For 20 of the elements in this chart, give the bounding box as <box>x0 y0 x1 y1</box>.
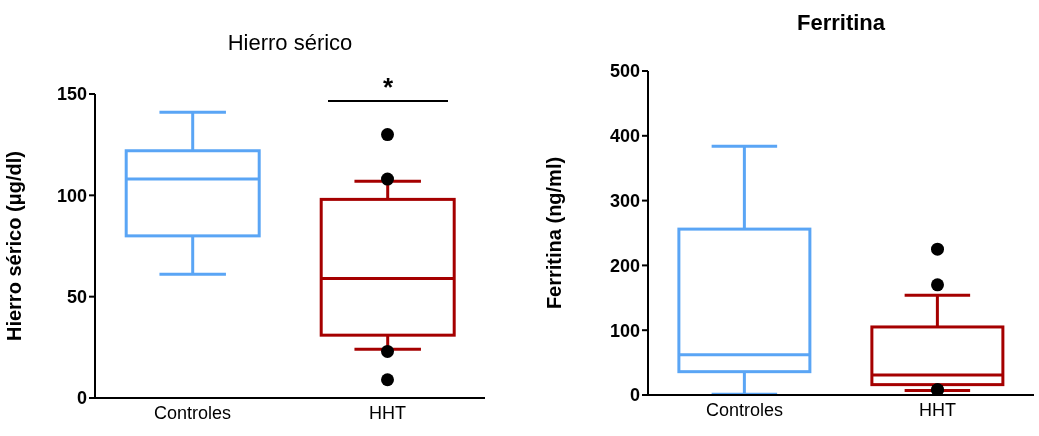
chart-title: Ferritina <box>796 10 886 36</box>
y-tick-label: 200 <box>609 255 640 276</box>
y-axis-title: Hierro sérico (μg/dl) <box>3 150 26 342</box>
x-tick-label: HHT <box>369 402 406 423</box>
y-tick-label: 100 <box>609 320 640 341</box>
y-tick-label: 400 <box>609 126 640 147</box>
y-tick-label: 0 <box>76 388 87 409</box>
y-tick-label: 300 <box>609 190 640 211</box>
x-tick-label: HHT <box>919 399 956 420</box>
y-tick-label: 100 <box>56 185 87 206</box>
significance-bracket: * <box>325 70 450 104</box>
y-tick-label: 50 <box>66 287 87 308</box>
y-axis-title: Ferritina (ng/ml) <box>543 156 566 310</box>
chart-title: Hierro sérico <box>226 30 354 56</box>
x-tick-label: Controles <box>705 399 784 420</box>
annotation: * <box>382 72 394 102</box>
x-tick-label: Controles <box>153 402 232 423</box>
y-tick-label: 500 <box>609 61 640 82</box>
y-tick-label: 150 <box>56 84 87 105</box>
y-tick-label: 0 <box>629 385 640 406</box>
